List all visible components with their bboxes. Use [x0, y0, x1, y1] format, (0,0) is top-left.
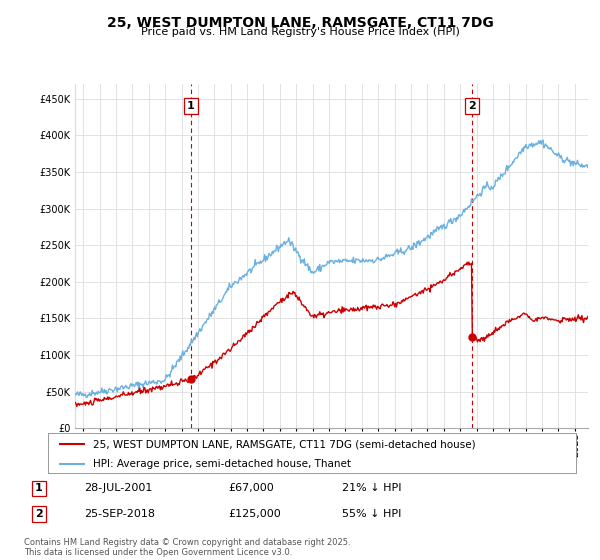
- Text: 2: 2: [468, 101, 476, 111]
- Text: 25-SEP-2018: 25-SEP-2018: [84, 509, 155, 519]
- Text: Price paid vs. HM Land Registry's House Price Index (HPI): Price paid vs. HM Land Registry's House …: [140, 27, 460, 37]
- Text: 1: 1: [187, 101, 195, 111]
- Text: 1: 1: [35, 483, 43, 493]
- Text: £67,000: £67,000: [228, 483, 274, 493]
- Text: 21% ↓ HPI: 21% ↓ HPI: [342, 483, 401, 493]
- Text: 28-JUL-2001: 28-JUL-2001: [84, 483, 152, 493]
- Text: HPI: Average price, semi-detached house, Thanet: HPI: Average price, semi-detached house,…: [93, 459, 351, 469]
- Text: 55% ↓ HPI: 55% ↓ HPI: [342, 509, 401, 519]
- Text: 25, WEST DUMPTON LANE, RAMSGATE, CT11 7DG: 25, WEST DUMPTON LANE, RAMSGATE, CT11 7D…: [107, 16, 493, 30]
- Text: £125,000: £125,000: [228, 509, 281, 519]
- Text: Contains HM Land Registry data © Crown copyright and database right 2025.
This d: Contains HM Land Registry data © Crown c…: [24, 538, 350, 557]
- Text: 2: 2: [35, 509, 43, 519]
- Text: 25, WEST DUMPTON LANE, RAMSGATE, CT11 7DG (semi-detached house): 25, WEST DUMPTON LANE, RAMSGATE, CT11 7D…: [93, 439, 476, 449]
